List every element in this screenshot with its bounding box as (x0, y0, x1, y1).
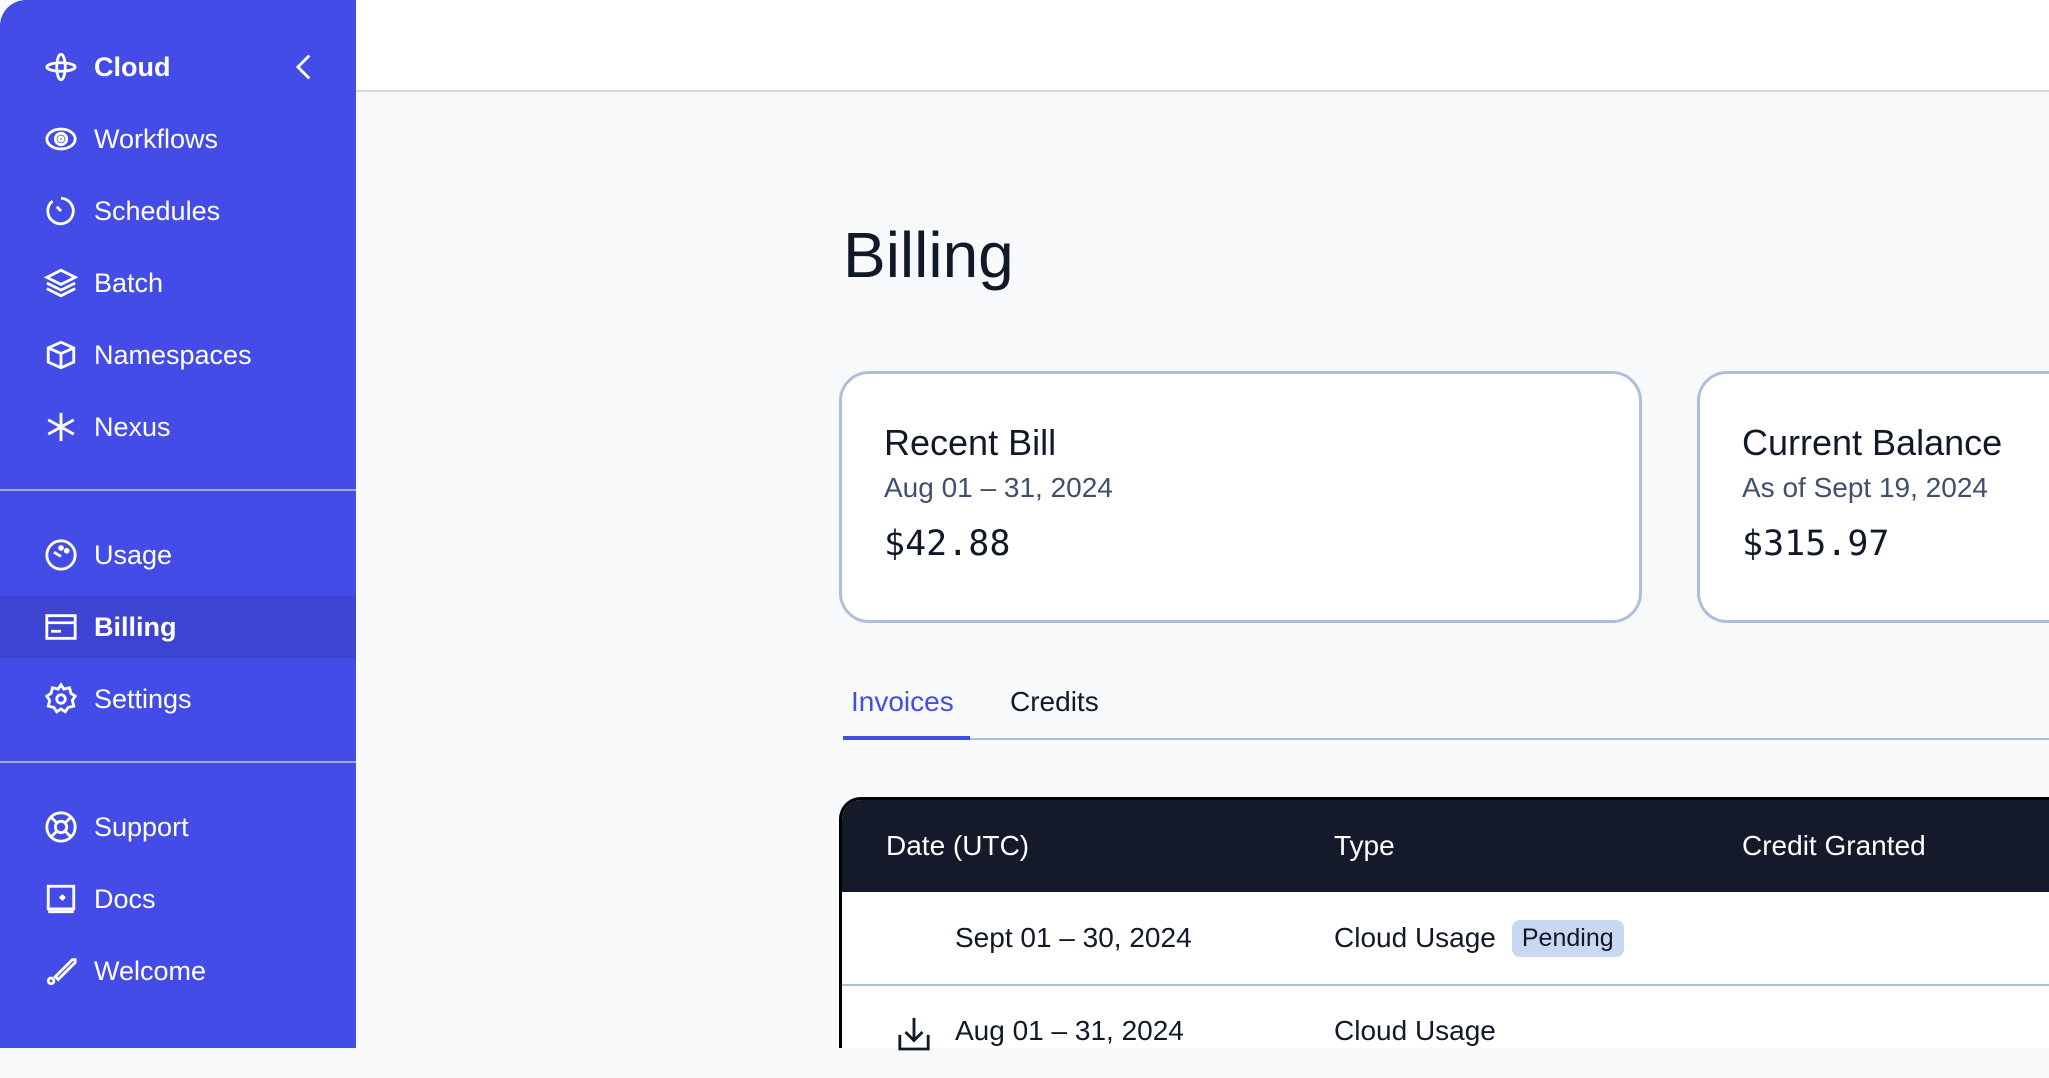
schedules-icon (46, 196, 75, 226)
sidebar-item-usage[interactable]: Usage (0, 524, 356, 586)
workflows-icon (45, 127, 77, 151)
row-date: Sept 01 – 30, 2024 (955, 922, 1192, 953)
docs-icon (46, 884, 76, 914)
row-type-label: Cloud Usage (1334, 922, 1496, 953)
row-type: Cloud Usage (1334, 1015, 1496, 1046)
sidebar-divider (0, 489, 356, 491)
sidebar-item-label: Nexus (94, 411, 171, 442)
usage-icon (45, 539, 77, 571)
card-subtitle: Aug 01 – 31, 2024 (884, 472, 1113, 503)
sidebar-item-batch[interactable]: Batch (0, 252, 356, 314)
welcome-icon (46, 958, 77, 986)
invoices-table: Date (UTC) Type Credit Granted Sept 01 –… (839, 797, 2049, 1051)
sidebar-item-nexus[interactable]: Nexus (0, 396, 356, 458)
tabs: Invoices Credits (843, 680, 2049, 740)
collapse-sidebar-icon[interactable] (288, 50, 322, 84)
sidebar-item-label: Namespaces (94, 339, 252, 370)
status-badge: Pending (1511, 919, 1624, 957)
sidebar: Cloud Workflows Schedules Batch Namespac… (0, 0, 356, 1048)
sidebar-item-label: Schedules (94, 195, 221, 226)
sidebar-item-label: Batch (94, 267, 164, 298)
sidebar-item-label: Billing (94, 611, 177, 642)
page-title: Billing (843, 219, 1014, 291)
card-amount: $315.97 (1742, 524, 1890, 564)
table-header: Date (UTC) Type Credit Granted (842, 800, 2049, 892)
batch-icon (44, 268, 78, 298)
row-type: Cloud Usage Pending (1334, 892, 1624, 984)
tab-invoices[interactable]: Invoices (843, 680, 970, 740)
sidebar-item-welcome[interactable]: Welcome (0, 940, 356, 1002)
sidebar-item-label: Docs (94, 883, 156, 914)
table-row[interactable]: Aug 01 – 31, 2024 Cloud Usage (842, 984, 2049, 1076)
current-balance-card: Current Balance As of Sept 19, 2024 $315… (1697, 371, 2049, 623)
column-header-type: Type (1334, 830, 1395, 861)
sidebar-item-label: Support (94, 811, 189, 842)
sidebar-item-workflows[interactable]: Workflows (0, 108, 356, 170)
sidebar-item-cloud[interactable]: Cloud (0, 36, 356, 98)
nexus-icon (47, 412, 75, 442)
settings-icon (44, 682, 78, 714)
sidebar-item-billing[interactable]: Billing (0, 596, 356, 658)
column-header-date: Date (UTC) (886, 830, 1030, 861)
tab-credits[interactable]: Credits (1010, 686, 1099, 717)
card-title: Current Balance (1742, 422, 2003, 463)
sidebar-item-namespaces[interactable]: Namespaces (0, 324, 356, 386)
sidebar-item-label: Settings (94, 683, 192, 714)
sidebar-item-label: Workflows (94, 123, 219, 154)
sidebar-item-label: Usage (94, 539, 173, 570)
sidebar-item-support[interactable]: Support (0, 796, 356, 858)
sidebar-item-schedules[interactable]: Schedules (0, 180, 356, 242)
card-title: Recent Bill (884, 422, 1057, 463)
sidebar-divider (0, 761, 356, 763)
billing-icon (45, 614, 77, 640)
card-subtitle: As of Sept 19, 2024 (1742, 472, 1988, 503)
download-icon[interactable] (897, 986, 931, 1078)
row-date: Aug 01 – 31, 2024 (955, 1015, 1184, 1046)
card-amount: $42.88 (884, 524, 1011, 564)
sidebar-item-settings[interactable]: Settings (0, 668, 356, 730)
recent-bill-card: Recent Bill Aug 01 – 31, 2024 $42.88 (839, 371, 1642, 623)
column-header-credit-granted: Credit Granted (1742, 830, 1926, 861)
support-icon (45, 811, 77, 843)
top-bar (356, 0, 2049, 92)
cloud-icon (45, 52, 77, 82)
sidebar-item-docs[interactable]: Docs (0, 868, 356, 930)
sidebar-item-label: Cloud (94, 51, 171, 82)
table-row[interactable]: Sept 01 – 30, 2024 Cloud Usage Pending (842, 892, 2049, 984)
namespaces-icon (46, 340, 76, 370)
sidebar-item-label: Welcome (94, 955, 207, 986)
